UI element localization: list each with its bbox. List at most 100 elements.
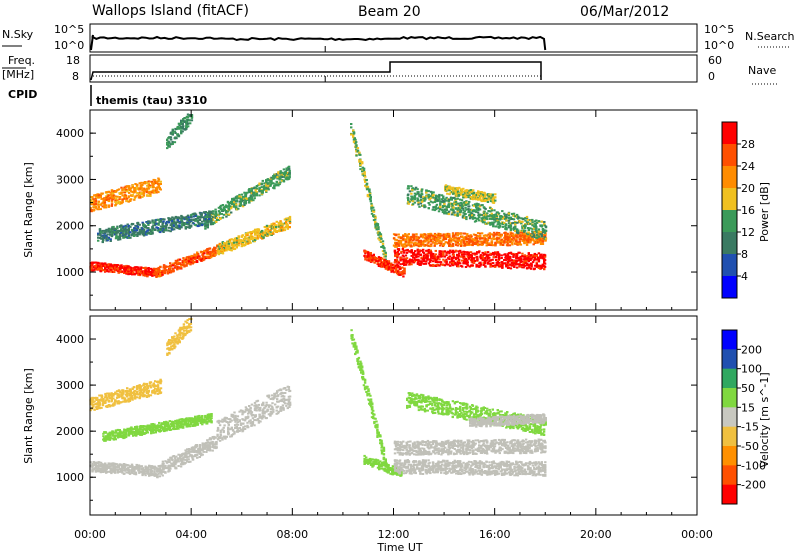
- power-cells-cell: [506, 232, 509, 235]
- power-cells-cell: [184, 223, 187, 225]
- power-cells-cell: [273, 229, 276, 232]
- power-cells-cell: [478, 208, 482, 211]
- power-cells-cell: [102, 238, 105, 241]
- power-cells-cell: [454, 198, 457, 201]
- power-cells-cell: [448, 233, 451, 236]
- power-cells-cell: [215, 216, 219, 219]
- power-cells-cell: [527, 227, 530, 229]
- power-cells-cell: [425, 191, 428, 194]
- power-cells-cell: [424, 253, 427, 256]
- power-cells-cell: [479, 264, 482, 267]
- power-cells-cell: [276, 173, 279, 176]
- power-cells-cell: [100, 231, 103, 234]
- power-cells-cell: [184, 120, 187, 123]
- power-cells-cell: [519, 261, 522, 264]
- power-cells-cell: [478, 219, 481, 222]
- power-cells-cell: [481, 255, 484, 258]
- power-cells-cell: [456, 240, 459, 243]
- power-cells-cell: [159, 183, 162, 185]
- power-cells-cell: [455, 243, 458, 246]
- power-cells-cell: [120, 228, 123, 231]
- power-cells-cell: [496, 211, 499, 214]
- power-cells-cell: [533, 255, 537, 258]
- power-cells-cell: [121, 188, 124, 191]
- power-cells-cell: [160, 273, 163, 275]
- power-cells-cell: [124, 228, 127, 231]
- power-cells-cell: [189, 114, 192, 117]
- power-cells-cell: [507, 263, 511, 266]
- power-cells-cell: [451, 264, 455, 267]
- power-cells-cell: [188, 224, 191, 227]
- power-cells-cell: [437, 210, 441, 213]
- power-cells-cell: [527, 239, 530, 241]
- power-cells-cell: [492, 234, 496, 237]
- power-cells-cell: [369, 256, 373, 259]
- power-cells-cell: [413, 250, 417, 253]
- power-cells-cell: [125, 231, 128, 234]
- power-cells-cell: [486, 222, 489, 225]
- power-cells-cell: [169, 230, 172, 233]
- power-cells-cell: [350, 126, 353, 129]
- power-cells-cell: [525, 239, 529, 242]
- power-cells-cell: [144, 274, 147, 277]
- power-cells-cell: [507, 224, 510, 227]
- power-cells-cell: [418, 194, 421, 197]
- power-cells-cell: [454, 213, 457, 216]
- power-cells-cell: [377, 263, 381, 266]
- power-cells-cell: [90, 200, 93, 203]
- power-cells-cell: [403, 270, 406, 273]
- power-cells-cell: [102, 232, 105, 235]
- power-cells-cell: [110, 266, 113, 269]
- power-cells-cell: [458, 254, 461, 257]
- power-cells-cell: [95, 268, 98, 271]
- power-cells-cell: [439, 244, 442, 247]
- power-cells-cell: [444, 198, 447, 201]
- nsearch-label: N.Search: [745, 30, 795, 43]
- power-cells-cell: [407, 242, 410, 245]
- power-cells-cell: [285, 168, 289, 171]
- power-cells-cell: [138, 228, 141, 231]
- power-cells-cell: [439, 203, 442, 206]
- power-cells-cell: [204, 224, 207, 227]
- power-cells-cell: [127, 189, 130, 192]
- power-cells-cell: [397, 236, 400, 239]
- power-cells-cell: [282, 229, 285, 232]
- power-cells-cell: [107, 205, 111, 208]
- power-cells-cell: [390, 262, 393, 265]
- power-cells-cell: [144, 269, 147, 272]
- power-cells-cell: [178, 225, 181, 228]
- power-cells-cell: [267, 184, 270, 187]
- power-cells-cell: [494, 219, 497, 221]
- power-cells-cell: [450, 238, 453, 240]
- power-cells-cell: [453, 234, 456, 237]
- power-cells-cell: [153, 270, 157, 273]
- power-cells-cell: [246, 234, 249, 237]
- power-cells-cell: [535, 253, 538, 256]
- power-cells-cell: [497, 255, 501, 258]
- power-cells-cell: [104, 267, 107, 270]
- power-cells-cell: [101, 229, 104, 232]
- power-cells-cell: [127, 227, 131, 230]
- power-cells-cell: [454, 202, 457, 205]
- power-cells-cell: [182, 257, 185, 260]
- power-cells-cell: [149, 190, 152, 193]
- power-cells-cell: [544, 233, 547, 235]
- power-cells-cell: [400, 257, 403, 260]
- power-cells-cell: [155, 180, 158, 183]
- power-cells-cell: [509, 232, 512, 235]
- power-cells-cell: [416, 239, 419, 242]
- power-cells-cell: [99, 203, 102, 206]
- power-cells-cell: [407, 233, 410, 236]
- power-cells-cell: [492, 262, 495, 265]
- power-cells-cell: [104, 269, 107, 272]
- power-cells-cell: [424, 239, 428, 241]
- power-cells-cell: [497, 240, 501, 243]
- power-cells-cell: [97, 239, 100, 242]
- power-cells-cell: [383, 259, 387, 262]
- power-cells-cell: [143, 181, 146, 183]
- power-cells-cell: [266, 228, 270, 231]
- power-cells-cell: [387, 262, 391, 265]
- power-cells-cell: [509, 257, 512, 260]
- power-cells-cell: [543, 255, 547, 258]
- power-cells-cell: [372, 253, 375, 256]
